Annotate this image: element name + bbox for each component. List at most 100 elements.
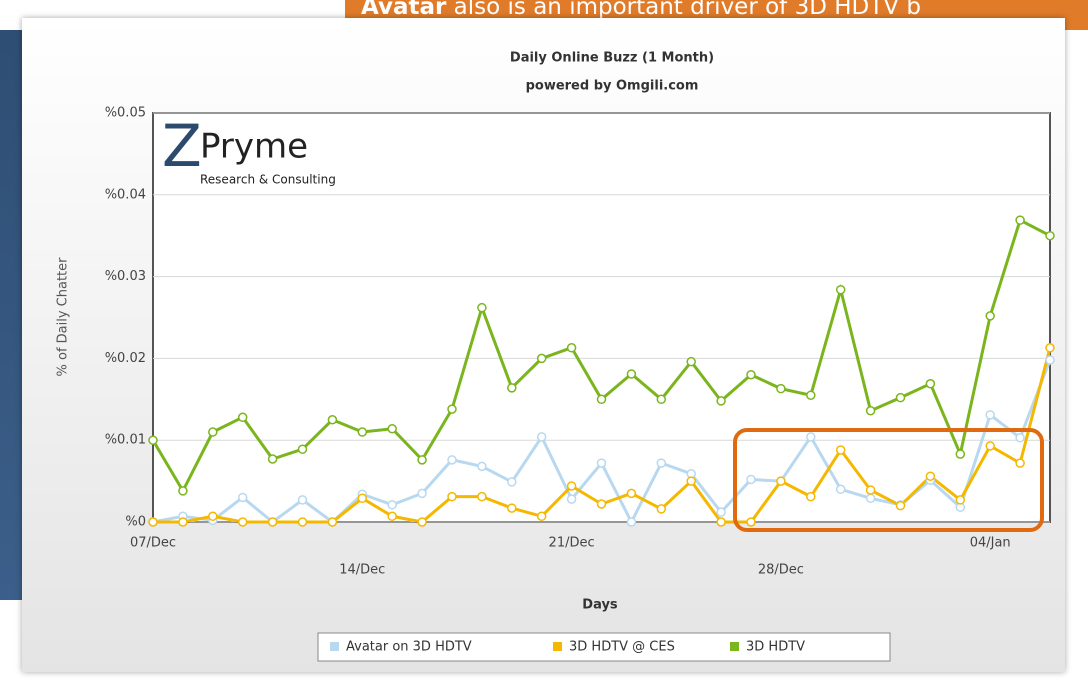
point-marker: [237, 517, 248, 527]
x-tick-label: 04/Jan: [970, 536, 1011, 551]
y-tick-label: %0.04: [105, 187, 146, 202]
point-marker: [776, 476, 786, 486]
point-marker: [686, 356, 696, 367]
x-tick-label: 07/Dec: [130, 536, 176, 551]
point-marker: [955, 495, 966, 505]
point-marker: [447, 455, 457, 465]
point-marker: [895, 500, 906, 511]
point-marker: [417, 455, 427, 465]
point-marker: [865, 485, 876, 495]
point-marker: [895, 392, 906, 403]
point-marker: [148, 435, 158, 445]
point-marker: [1015, 432, 1025, 443]
point-marker: [806, 390, 816, 400]
point-marker: [297, 495, 308, 505]
legend-swatch: [730, 642, 739, 651]
point-marker: [566, 343, 577, 353]
point-marker: [865, 406, 876, 416]
point-marker: [985, 410, 995, 420]
point-marker: [716, 396, 726, 406]
legend-label: 3D HDTV @ CES: [569, 640, 675, 655]
chart-title: Daily Online Buzz (1 Month): [510, 51, 714, 66]
y-tick-label: %0.01: [105, 433, 146, 448]
point-marker: [237, 492, 248, 503]
legend-label: Avatar on 3D HDTV: [346, 640, 472, 655]
point-marker: [447, 491, 457, 502]
point-marker: [297, 444, 308, 454]
x-axis-label: Days: [582, 598, 618, 613]
point-marker: [656, 458, 667, 468]
point-marker: [985, 441, 995, 451]
highlight-box: [733, 428, 1044, 532]
point-marker: [566, 494, 577, 504]
point-marker: [835, 484, 846, 495]
y-tick-label: %0.03: [105, 269, 146, 284]
point-marker: [267, 454, 278, 464]
x-tick-label: 28/Dec: [758, 563, 804, 578]
point-marker: [477, 491, 487, 502]
point-marker: [806, 491, 816, 502]
point-marker: [208, 511, 218, 522]
point-marker: [626, 369, 637, 379]
point-marker: [925, 379, 936, 389]
point-marker: [148, 517, 158, 527]
point-marker: [955, 449, 966, 459]
point-marker: [536, 511, 547, 522]
point-marker: [746, 474, 756, 485]
point-marker: [387, 500, 397, 510]
point-marker: [596, 499, 607, 509]
point-marker: [835, 445, 846, 455]
point-marker: [178, 517, 188, 527]
point-marker: [626, 488, 637, 499]
point-marker: [507, 383, 517, 393]
point-marker: [656, 504, 667, 514]
point-marker: [1045, 355, 1055, 365]
legend-swatch: [330, 642, 339, 651]
logo-name: Pryme: [200, 127, 308, 167]
point-marker: [1015, 458, 1025, 468]
legend-box: [317, 632, 891, 662]
banner-bold: Avatar: [361, 0, 447, 20]
y-tick-label: %0.02: [105, 351, 146, 366]
legend-label: 3D HDTV: [746, 640, 805, 655]
point-marker: [746, 517, 756, 527]
logo-z: Z: [162, 112, 202, 180]
point-marker: [776, 383, 786, 394]
point-marker: [417, 517, 427, 527]
point-marker: [716, 507, 726, 517]
point-marker: [507, 477, 517, 487]
logo-tagline: Research & Consulting: [200, 173, 336, 187]
point-marker: [626, 517, 637, 527]
point-marker: [327, 415, 338, 425]
point-marker: [477, 302, 487, 313]
banner-text: also is an important driver of 3D HDTV b: [453, 0, 921, 20]
point-marker: [835, 284, 846, 295]
point-marker: [716, 517, 726, 527]
point-marker: [267, 517, 278, 527]
point-marker: [477, 461, 487, 472]
x-tick-label: 14/Dec: [339, 563, 385, 578]
point-marker: [208, 427, 218, 437]
point-marker: [1015, 215, 1025, 225]
x-tick-label: 21/Dec: [549, 536, 595, 551]
point-marker: [1045, 343, 1055, 353]
point-marker: [656, 394, 667, 405]
point-marker: [925, 471, 936, 481]
y-axis-label: % of Daily Chatter: [56, 257, 71, 377]
point-marker: [297, 517, 308, 527]
point-marker: [178, 486, 188, 496]
point-marker: [566, 481, 577, 491]
point-marker: [387, 423, 397, 434]
point-marker: [746, 370, 756, 380]
point-marker: [806, 432, 816, 442]
point-marker: [357, 427, 368, 437]
point-marker: [417, 488, 427, 499]
point-marker: [1045, 230, 1055, 241]
point-marker: [536, 432, 547, 442]
point-marker: [985, 311, 995, 321]
point-marker: [237, 412, 248, 423]
point-marker: [596, 394, 607, 405]
point-marker: [596, 458, 607, 468]
